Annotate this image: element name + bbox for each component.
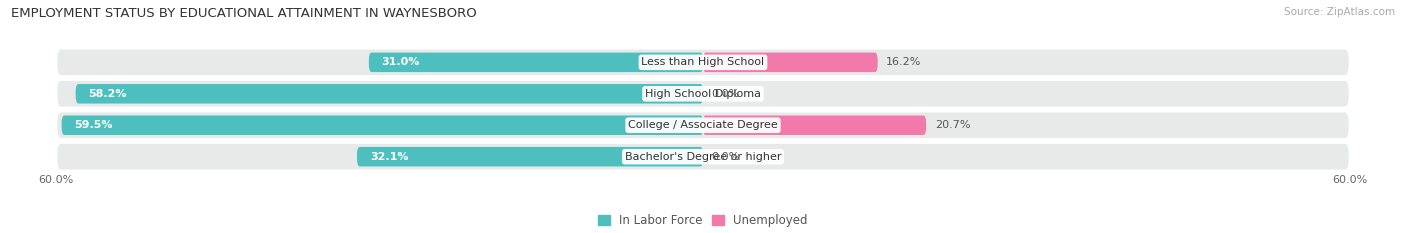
Text: 59.5%: 59.5% — [75, 120, 112, 130]
FancyBboxPatch shape — [357, 147, 703, 166]
Text: College / Associate Degree: College / Associate Degree — [628, 120, 778, 130]
FancyBboxPatch shape — [703, 116, 927, 135]
FancyBboxPatch shape — [62, 116, 703, 135]
Legend: In Labor Force, Unemployed: In Labor Force, Unemployed — [593, 209, 813, 232]
Text: 0.0%: 0.0% — [711, 89, 740, 99]
FancyBboxPatch shape — [76, 84, 703, 103]
FancyBboxPatch shape — [56, 48, 1350, 76]
Text: 58.2%: 58.2% — [89, 89, 127, 99]
FancyBboxPatch shape — [56, 143, 1350, 171]
Text: 16.2%: 16.2% — [886, 57, 921, 67]
Text: 32.1%: 32.1% — [370, 152, 408, 162]
Text: High School Diploma: High School Diploma — [645, 89, 761, 99]
Text: EMPLOYMENT STATUS BY EDUCATIONAL ATTAINMENT IN WAYNESBORO: EMPLOYMENT STATUS BY EDUCATIONAL ATTAINM… — [11, 7, 477, 20]
Text: 31.0%: 31.0% — [382, 57, 420, 67]
Text: Bachelor's Degree or higher: Bachelor's Degree or higher — [624, 152, 782, 162]
FancyBboxPatch shape — [56, 111, 1350, 139]
Text: Source: ZipAtlas.com: Source: ZipAtlas.com — [1284, 7, 1395, 17]
FancyBboxPatch shape — [703, 53, 877, 72]
Text: 20.7%: 20.7% — [935, 120, 970, 130]
Text: Less than High School: Less than High School — [641, 57, 765, 67]
FancyBboxPatch shape — [368, 53, 703, 72]
FancyBboxPatch shape — [56, 80, 1350, 108]
Text: 0.0%: 0.0% — [711, 152, 740, 162]
